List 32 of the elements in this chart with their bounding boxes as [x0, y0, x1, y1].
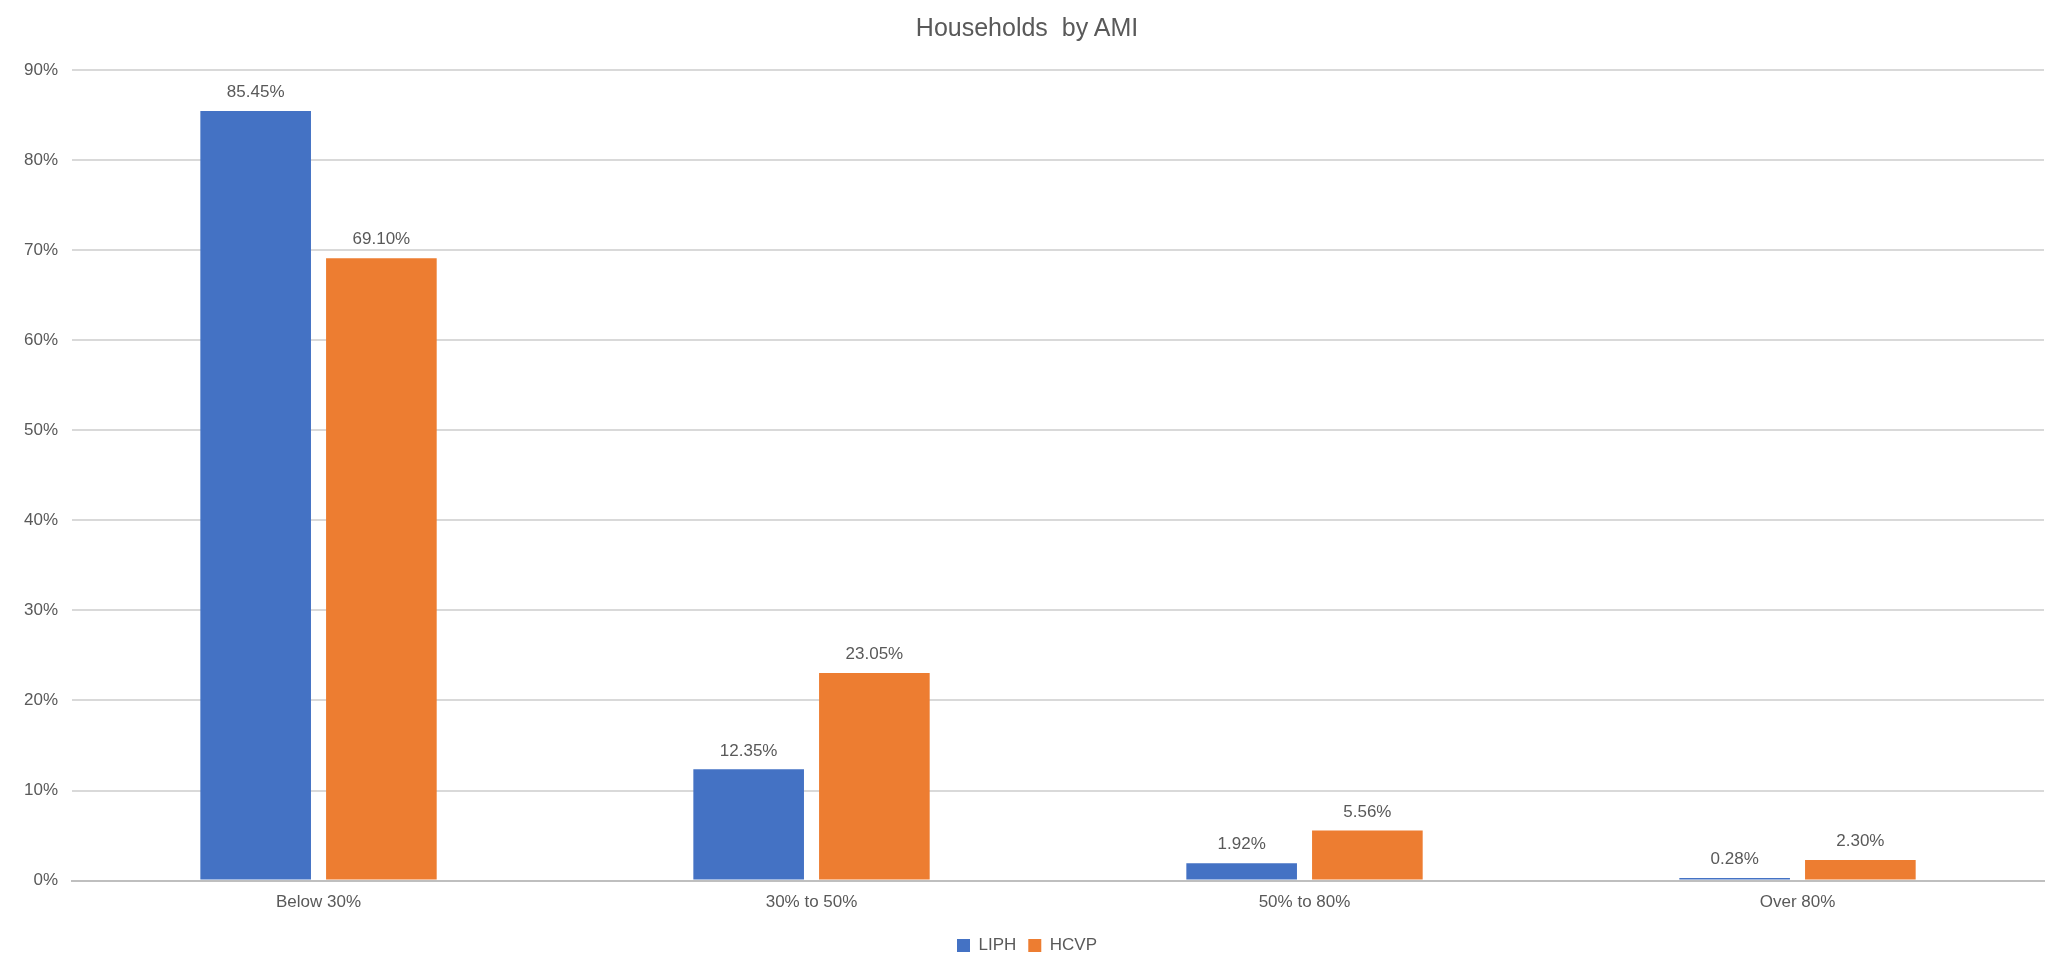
- bar: [1312, 830, 1423, 880]
- bar: [326, 258, 437, 880]
- data-label: 85.45%: [226, 82, 285, 102]
- y-tick-label: 30%: [23, 600, 59, 620]
- y-tick-label: 40%: [23, 510, 59, 530]
- y-tick-label: 90%: [23, 59, 59, 79]
- data-label: 12.35%: [719, 740, 778, 760]
- y-tick-label: 20%: [23, 690, 59, 710]
- data-label: 2.30%: [1836, 831, 1885, 851]
- bar: [1805, 859, 1916, 880]
- data-label: 69.10%: [352, 229, 411, 249]
- data-label: 23.05%: [845, 644, 904, 664]
- bar: [693, 769, 804, 880]
- bar: [819, 673, 930, 880]
- bar: [1186, 863, 1297, 880]
- x-tick-label: Over 80%: [1759, 892, 1836, 912]
- y-tick-label: 50%: [23, 419, 59, 439]
- y-tick-label: 10%: [23, 780, 59, 800]
- chart-title: Households by AMI: [915, 12, 1139, 41]
- data-label: 0.28%: [1710, 849, 1759, 869]
- x-tick-label: 30% to 50%: [765, 892, 858, 912]
- legend-label: LIPH: [978, 935, 1017, 955]
- data-label: 5.56%: [1343, 801, 1392, 821]
- y-tick-label: 80%: [23, 149, 59, 169]
- x-tick-label: Below 30%: [275, 892, 362, 912]
- bar: [200, 110, 311, 880]
- y-tick-label: 60%: [23, 329, 59, 349]
- y-tick-label: 70%: [23, 239, 59, 259]
- x-tick-label: 50% to 80%: [1258, 892, 1351, 912]
- data-label: 1.92%: [1217, 834, 1266, 854]
- legend-label: HCVP: [1049, 935, 1098, 955]
- y-tick-label: 0%: [33, 870, 59, 890]
